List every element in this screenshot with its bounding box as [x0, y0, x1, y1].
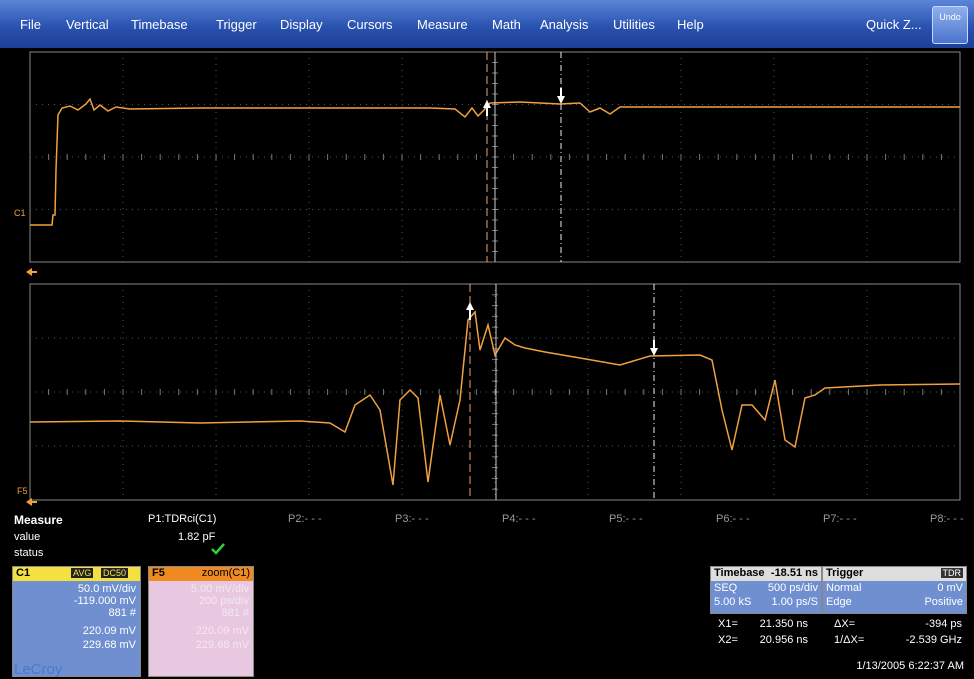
menu-item[interactable]: File	[20, 17, 41, 32]
status-check	[211, 543, 225, 555]
channel-name: F5	[152, 567, 165, 579]
menu-bar: File Vertical Timebase Trigger Display Cursor…	[0, 0, 974, 48]
box-title: Trigger	[826, 567, 864, 579]
channel-line: 881 #	[221, 607, 249, 619]
measure-param[interactable]: P8:- - -	[930, 513, 964, 525]
f5-descriptor[interactable]: F5 zoom(C1) 5.00 mV/div 200 ps/div 881 # 22…	[148, 566, 254, 677]
brand: LeCroy	[14, 661, 63, 678]
box-row: 1.00 ps/S	[771, 596, 818, 608]
box-row: Normal	[826, 582, 862, 594]
menu-item[interactable]: Measure	[417, 17, 468, 32]
trace-label: C1	[14, 208, 26, 218]
channel-line: 200 ps/div	[198, 595, 249, 607]
trigger-descriptor[interactable]: Trigger TDR Normal 0 mV Edge Positive	[822, 566, 967, 614]
channel-line: 50.0 mV/div	[77, 583, 136, 595]
ground-arrow	[26, 268, 37, 276]
cursor-readout: -2.539 GHz	[905, 634, 962, 646]
cursor-readout: ΔX=	[834, 618, 856, 630]
cursor-readout: 20.956 ns	[759, 634, 808, 646]
measure-value: 1.82 pF	[178, 531, 216, 543]
measure-param[interactable]: P6:- - -	[716, 513, 750, 525]
trace-f5	[29, 310, 961, 486]
box-row: 500 ps/div	[767, 582, 818, 594]
menu-item[interactable]: Timebase	[131, 17, 188, 32]
box-value: TDR	[940, 568, 963, 578]
channel-line: 881 #	[108, 607, 136, 619]
badge: AVG	[71, 568, 94, 578]
channel-line: 5.00 mV/div	[190, 583, 249, 595]
timestamp: 1/13/2005 6:22:37 AM	[856, 660, 964, 672]
c1-descriptor[interactable]: C1 AVG DC50 50.0 mV/div -119.000 mV 881 # 2…	[12, 566, 141, 677]
trace-label: F5	[17, 486, 28, 496]
box-title: Timebase	[714, 567, 765, 579]
box-row: Positive	[924, 596, 963, 608]
measure-param[interactable]: P1:TDRci(C1)	[148, 513, 217, 525]
menu-item[interactable]: Trigger	[216, 17, 257, 32]
quick-zoom[interactable]: Quick Z...	[866, 17, 922, 32]
channel-source: zoom(C1)	[201, 567, 250, 579]
menu-item[interactable]: Vertical	[66, 17, 109, 32]
channel-name: C1	[16, 567, 31, 579]
channel-line: 220.09 mV	[195, 625, 249, 637]
menu-item[interactable]: Math	[492, 17, 521, 32]
channel-line: -119.000 mV	[73, 595, 136, 607]
measure-param[interactable]: P7:- - -	[823, 513, 857, 525]
measure-param[interactable]: P3:- - -	[395, 513, 429, 525]
cursor-readout: 1/ΔX=	[834, 634, 865, 646]
row-label: status	[14, 547, 44, 559]
badge: DC50	[101, 568, 129, 578]
undo-button[interactable]: Undo	[932, 6, 968, 44]
grid-bottom	[29, 283, 961, 501]
menu-item[interactable]: Analysis	[540, 17, 589, 32]
cursor-readout: -394 ps	[925, 618, 962, 630]
menu-item[interactable]: Utilities	[613, 17, 655, 32]
measure-title[interactable]: Measure	[14, 513, 63, 527]
row-label: value	[14, 531, 41, 543]
channel-line: 220.09 mV	[82, 625, 136, 637]
menu-item[interactable]: Cursors	[347, 17, 393, 32]
measure-param[interactable]: P2:- - -	[288, 513, 322, 525]
measure-param[interactable]: P5:- - -	[609, 513, 643, 525]
measure-param[interactable]: P4:- - -	[502, 513, 536, 525]
cursor-readout: X2=	[718, 634, 738, 646]
timebase-descriptor[interactable]: Timebase -18.51 ns SEQ 500 ps/div 5.00 kS 1…	[710, 566, 822, 614]
box-row: Edge	[826, 596, 852, 608]
cursor-readout: X1=	[718, 618, 738, 630]
cursor-readout: 21.350 ns	[759, 618, 808, 630]
f5-arrow	[26, 498, 37, 506]
menu-item[interactable]: Display	[280, 17, 323, 32]
box-value: -18.51 ns	[770, 567, 818, 579]
box-row: 5.00 kS	[714, 596, 752, 608]
menu-item[interactable]: Help	[677, 17, 704, 32]
box-row: 0 mV	[937, 582, 963, 594]
channel-line: 229.68 mV	[82, 639, 136, 651]
box-row: SEQ	[714, 582, 738, 594]
trace-c1	[30, 97, 960, 226]
channel-line: 229.68 mV	[195, 639, 249, 651]
